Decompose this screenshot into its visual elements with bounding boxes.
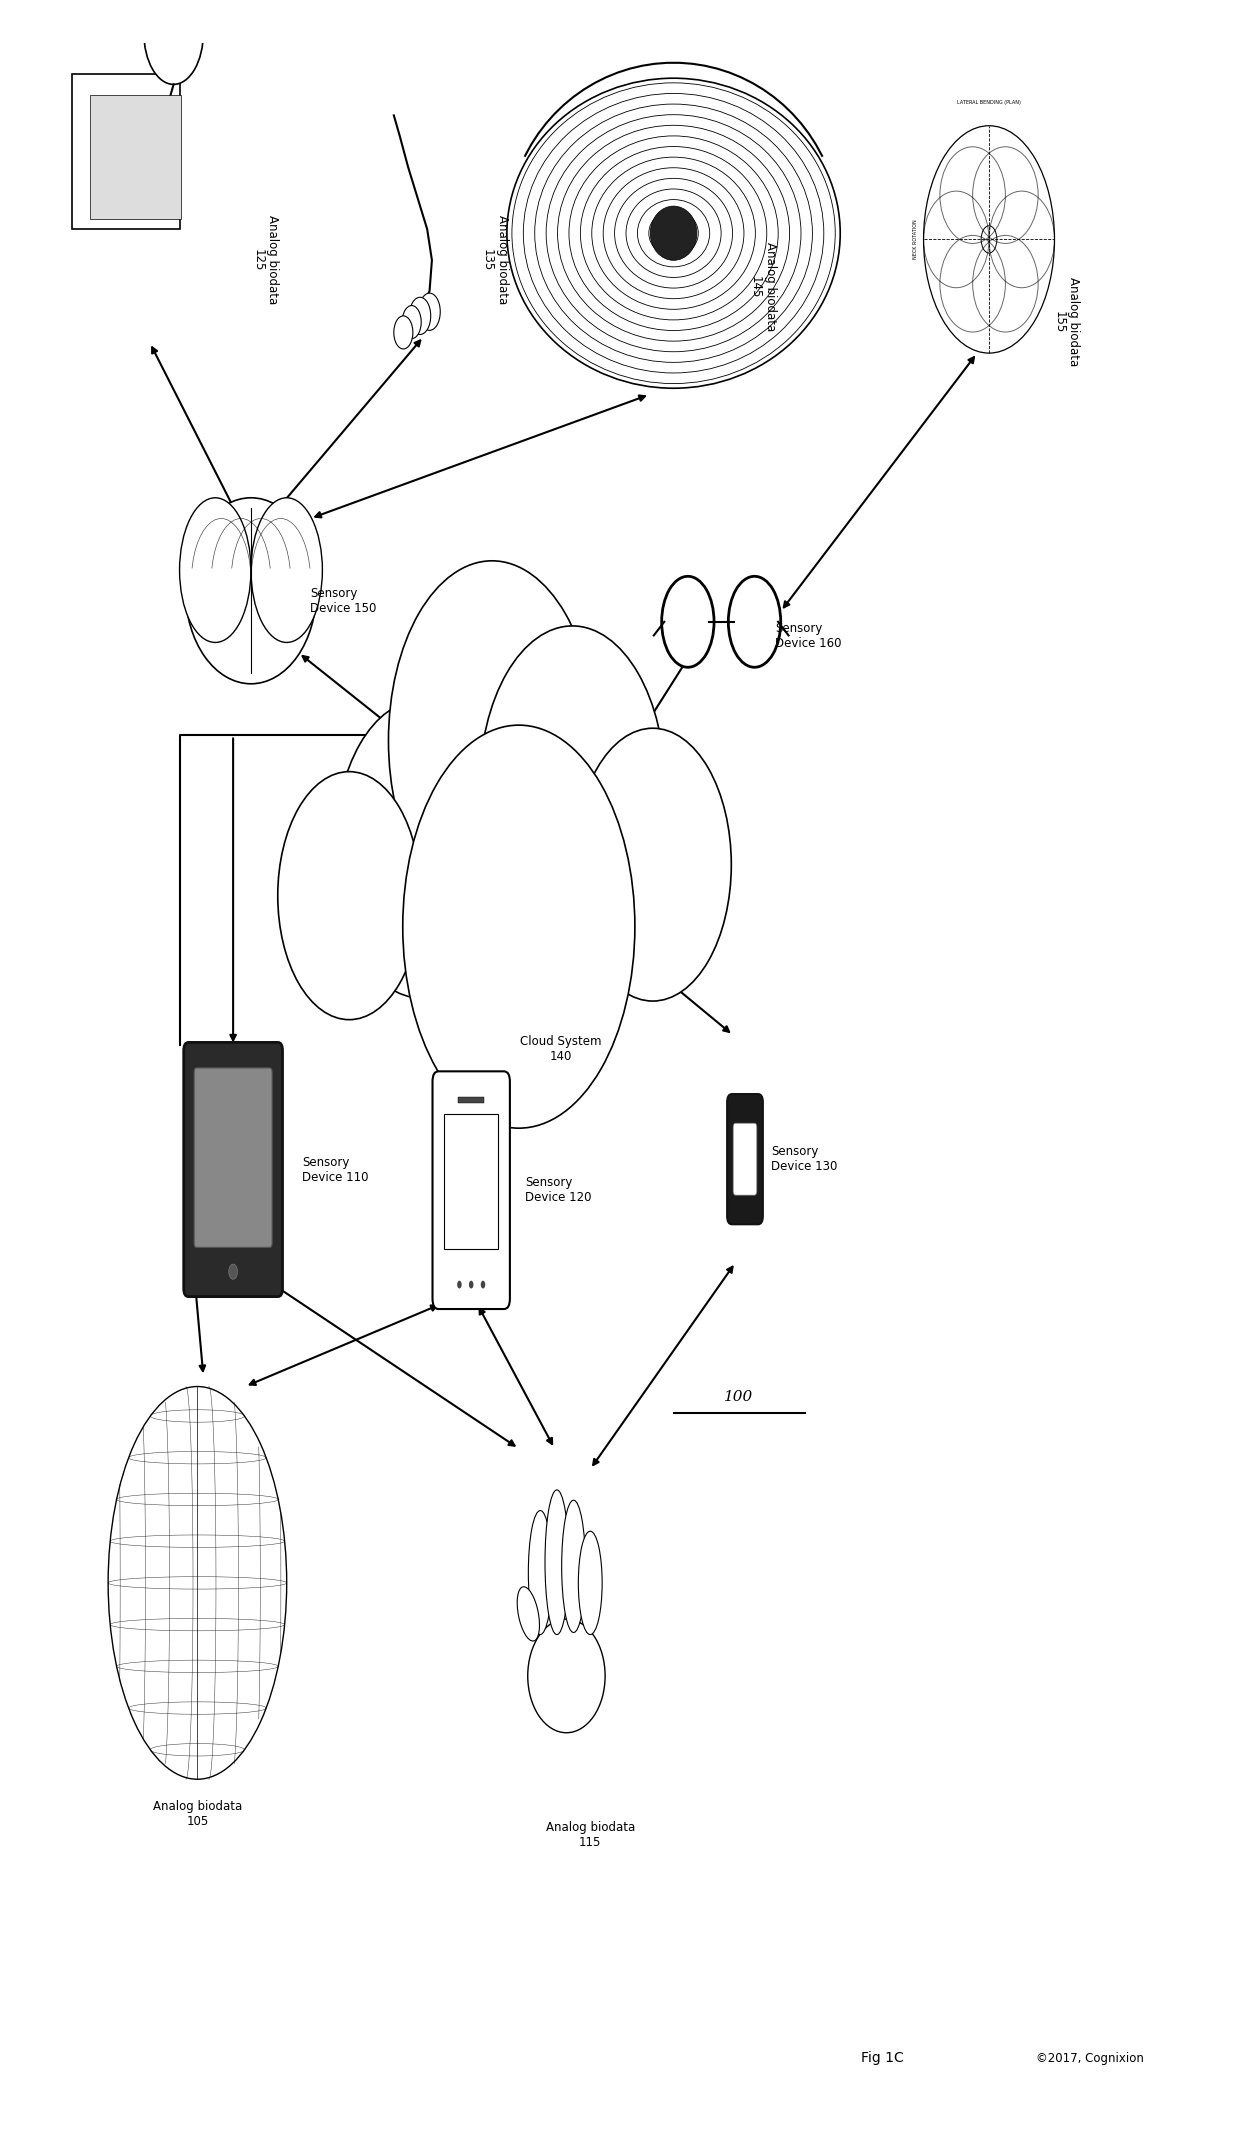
Circle shape bbox=[574, 728, 732, 1001]
Circle shape bbox=[662, 577, 714, 667]
Bar bbox=[444, 1115, 498, 1249]
FancyBboxPatch shape bbox=[727, 1094, 763, 1225]
Circle shape bbox=[278, 771, 420, 1021]
Text: Sensory
Device 110: Sensory Device 110 bbox=[303, 1156, 368, 1184]
Text: Analog biodata
155: Analog biodata 155 bbox=[1053, 278, 1080, 366]
Ellipse shape bbox=[578, 1531, 603, 1634]
Circle shape bbox=[228, 1264, 238, 1279]
Ellipse shape bbox=[186, 497, 316, 685]
Text: Sensory
Device 120: Sensory Device 120 bbox=[525, 1176, 591, 1204]
Text: LATERAL BENDING (PLAN): LATERAL BENDING (PLAN) bbox=[957, 99, 1021, 105]
Circle shape bbox=[403, 726, 635, 1128]
Text: Analog biodata
125: Analog biodata 125 bbox=[252, 215, 279, 306]
Ellipse shape bbox=[517, 1587, 539, 1641]
Circle shape bbox=[409, 297, 430, 334]
Ellipse shape bbox=[507, 78, 841, 388]
Circle shape bbox=[144, 0, 203, 84]
Text: NECK ROTATION: NECK ROTATION bbox=[913, 220, 918, 258]
Ellipse shape bbox=[528, 1619, 605, 1733]
FancyBboxPatch shape bbox=[184, 1042, 283, 1296]
Circle shape bbox=[388, 560, 595, 921]
FancyBboxPatch shape bbox=[195, 1068, 272, 1247]
Bar bbox=[458, 1098, 485, 1102]
Bar bbox=[91, 95, 181, 220]
Ellipse shape bbox=[650, 207, 697, 261]
Text: Sensory
Device 160: Sensory Device 160 bbox=[775, 622, 841, 650]
Bar bbox=[72, 73, 180, 228]
Bar bbox=[399, 870, 637, 995]
Text: Sensory
Device 130: Sensory Device 130 bbox=[771, 1145, 837, 1173]
Text: Fig 1C: Fig 1C bbox=[861, 2052, 903, 2065]
Ellipse shape bbox=[108, 1387, 286, 1778]
FancyBboxPatch shape bbox=[433, 1072, 510, 1309]
Circle shape bbox=[335, 700, 506, 999]
Ellipse shape bbox=[180, 497, 250, 642]
Text: Cloud System
140: Cloud System 140 bbox=[520, 1036, 601, 1064]
Circle shape bbox=[469, 1281, 474, 1287]
Circle shape bbox=[481, 1281, 485, 1287]
Text: Analog biodata
115: Analog biodata 115 bbox=[546, 1821, 635, 1849]
Ellipse shape bbox=[562, 1501, 585, 1632]
Text: Sensory
Device 150: Sensory Device 150 bbox=[310, 588, 377, 616]
Circle shape bbox=[728, 577, 781, 667]
Ellipse shape bbox=[546, 1490, 569, 1634]
Circle shape bbox=[419, 293, 440, 329]
Circle shape bbox=[402, 306, 422, 338]
Ellipse shape bbox=[528, 1511, 552, 1634]
Circle shape bbox=[394, 316, 413, 349]
Text: 100: 100 bbox=[724, 1391, 754, 1404]
Text: Analog biodata
105: Analog biodata 105 bbox=[153, 1800, 242, 1828]
Text: Analog biodata
145: Analog biodata 145 bbox=[749, 243, 776, 332]
Circle shape bbox=[458, 1281, 461, 1287]
FancyBboxPatch shape bbox=[733, 1124, 756, 1195]
Ellipse shape bbox=[250, 497, 322, 642]
Circle shape bbox=[480, 627, 665, 947]
Text: ©2017, Cognixion: ©2017, Cognixion bbox=[1037, 2052, 1145, 2065]
Text: Analog biodata
135: Analog biodata 135 bbox=[481, 215, 508, 306]
